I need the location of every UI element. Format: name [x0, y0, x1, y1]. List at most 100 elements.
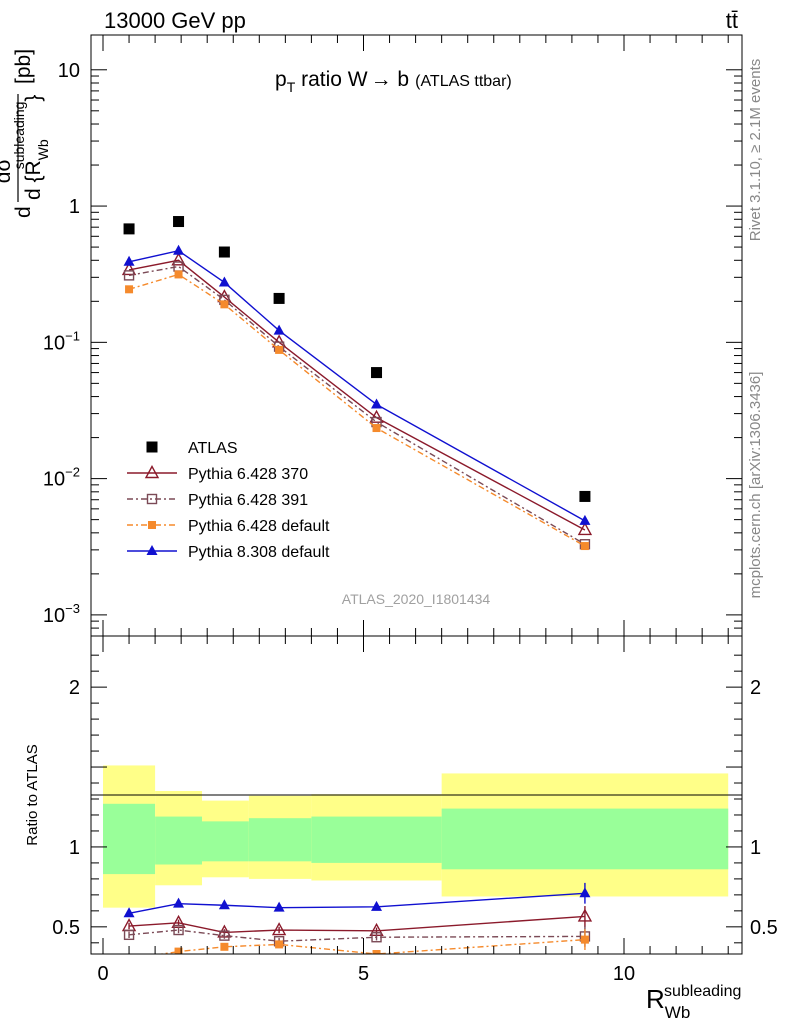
svg-text:RWb: RWb: [646, 984, 690, 1022]
ratio-point: [580, 935, 589, 944]
ylabel-num-sup: fid: [0, 145, 3, 159]
ratio-point: [220, 942, 229, 951]
ratio-y-tick-label-right: 2: [750, 677, 761, 699]
uncertainty-bands: [103, 765, 729, 908]
legend-item-pythia-6-428-370: Pythia 6.428 370: [127, 465, 308, 483]
data-point: [174, 270, 183, 279]
y-tick-label: 10: [58, 60, 80, 82]
ratio-point: [579, 887, 591, 898]
series-line: [128, 249, 586, 522]
ylabel-den-sup: subleading: [11, 102, 27, 170]
data-point: [579, 490, 591, 502]
analysis-watermark: ATLAS_2020_I1801434: [342, 591, 491, 607]
ylabel-num: dσ: [0, 159, 15, 184]
ratio-plot-frame: [90, 635, 743, 955]
ratio-y-tick-label-left: 1: [69, 837, 80, 859]
main-plot-panel: 10 1 10−1 10−2 10−3 pT ratio W → b (ATLAS ttba…: [0, 34, 743, 637]
title-sub: T: [287, 79, 296, 95]
legend-label: Pythia 6.428 default: [188, 518, 330, 535]
data-point: [218, 276, 230, 287]
xlabel-r: R: [646, 984, 665, 1014]
x-tick-label: 10: [613, 963, 635, 985]
band-inner: [248, 818, 312, 862]
xlabel-sup: subleading: [664, 983, 741, 1000]
ylabel-unit: [pb]: [12, 49, 35, 84]
data-point: [171, 252, 186, 266]
ratio-data-series: [121, 882, 593, 954]
legend-marker: [144, 465, 160, 479]
data-point: [123, 270, 135, 281]
ratio-y-tick-label-right: 1: [750, 837, 761, 859]
data-point: [580, 542, 589, 551]
data-point: [123, 223, 135, 235]
ratio-point: [371, 932, 382, 943]
x-tick-label: 5: [358, 963, 369, 985]
svg-text:[pb]: [pb]: [12, 49, 35, 84]
data-point: [579, 514, 591, 525]
ratio-point: [273, 901, 285, 912]
x-tick-label: 0: [97, 963, 108, 985]
series-line: [128, 259, 586, 531]
series-line: [128, 265, 586, 545]
title-arrow: →: [371, 68, 392, 91]
band-inner: [311, 816, 442, 863]
ratio-y-tick-label-left: 2: [69, 677, 80, 699]
ratio-axis-ticks: [91, 636, 742, 954]
ratio-point: [271, 922, 287, 936]
legend-label: Pythia 6.428 370: [188, 466, 308, 483]
band-inner: [441, 808, 729, 870]
ratio-y-axis-label: Ratio to ATLAS: [24, 744, 41, 845]
legend-item-atlas: ATLAS: [146, 440, 238, 457]
ratio-y-tick-label-left: 0.5: [52, 917, 80, 939]
ylabel-den-close: }: [22, 95, 45, 102]
ratio-point: [577, 908, 593, 922]
ratio-y-tick-label-right: 0.5: [750, 917, 778, 939]
legend-marker: [146, 493, 158, 505]
series-pythia-8-308-default: [123, 244, 591, 525]
data-point: [369, 409, 384, 423]
title-rest: ratio W: [295, 68, 368, 91]
band-inner: [201, 821, 249, 862]
ratio-line: [129, 915, 585, 934]
data-point: [577, 521, 593, 536]
data-point: [123, 255, 135, 266]
ratio-point: [372, 950, 381, 954]
y-tick-label: 10−2: [43, 465, 80, 491]
title-b: b: [392, 68, 410, 91]
ratio-line: [157, 938, 585, 954]
xlabel-sub: Wb: [665, 1003, 691, 1022]
data-point: [273, 324, 285, 335]
ratio-point: [173, 897, 185, 908]
data-point: [372, 424, 381, 433]
ratio-plot-panel: 0.5 0.5 1 1 2 2 0 5 10 Ratio to ATLAS RWb sublea…: [24, 635, 778, 1022]
band-inner: [103, 803, 156, 875]
main-data-series: [121, 216, 593, 551]
legend-label: Pythia 6.428 391: [188, 492, 308, 509]
data-point: [275, 345, 284, 354]
data-point: [371, 367, 383, 379]
ylabel-den-sub: Wb: [35, 139, 51, 160]
data-point: [125, 285, 134, 294]
main-y-tick-labels: 10 1 10−1 10−2 10−3: [43, 60, 80, 627]
series-pythia-6-428-default: [125, 270, 589, 551]
band-inner: [155, 816, 202, 865]
y-tick-label: 10−1: [43, 328, 80, 354]
data-point: [220, 300, 229, 309]
y-tick-label: 10−3: [43, 601, 80, 627]
title-paren: (ATLAS ttbar): [415, 73, 512, 90]
main-axis-ticks: [91, 35, 742, 637]
data-point: [218, 246, 230, 258]
process-label: tt̄: [726, 8, 738, 33]
ratio-series-pythia-6-428-default: [157, 929, 589, 954]
legend-item-pythia-6-428-391: Pythia 6.428 391: [127, 492, 308, 509]
legend-marker: [146, 545, 158, 555]
ylabel-den: d {R: [22, 160, 45, 200]
ratio-line: [128, 892, 585, 914]
data-point: [121, 261, 137, 276]
ratio-point: [123, 907, 135, 918]
main-y-axis-label: d dσfid d {RWb subleading} [pb]: [0, 49, 51, 218]
mcplots-label: mcplots.cern.ch [arXiv:1306.3436]: [747, 372, 764, 599]
y-tick-label: 1: [69, 196, 80, 218]
ylabel-d: d: [12, 206, 35, 218]
